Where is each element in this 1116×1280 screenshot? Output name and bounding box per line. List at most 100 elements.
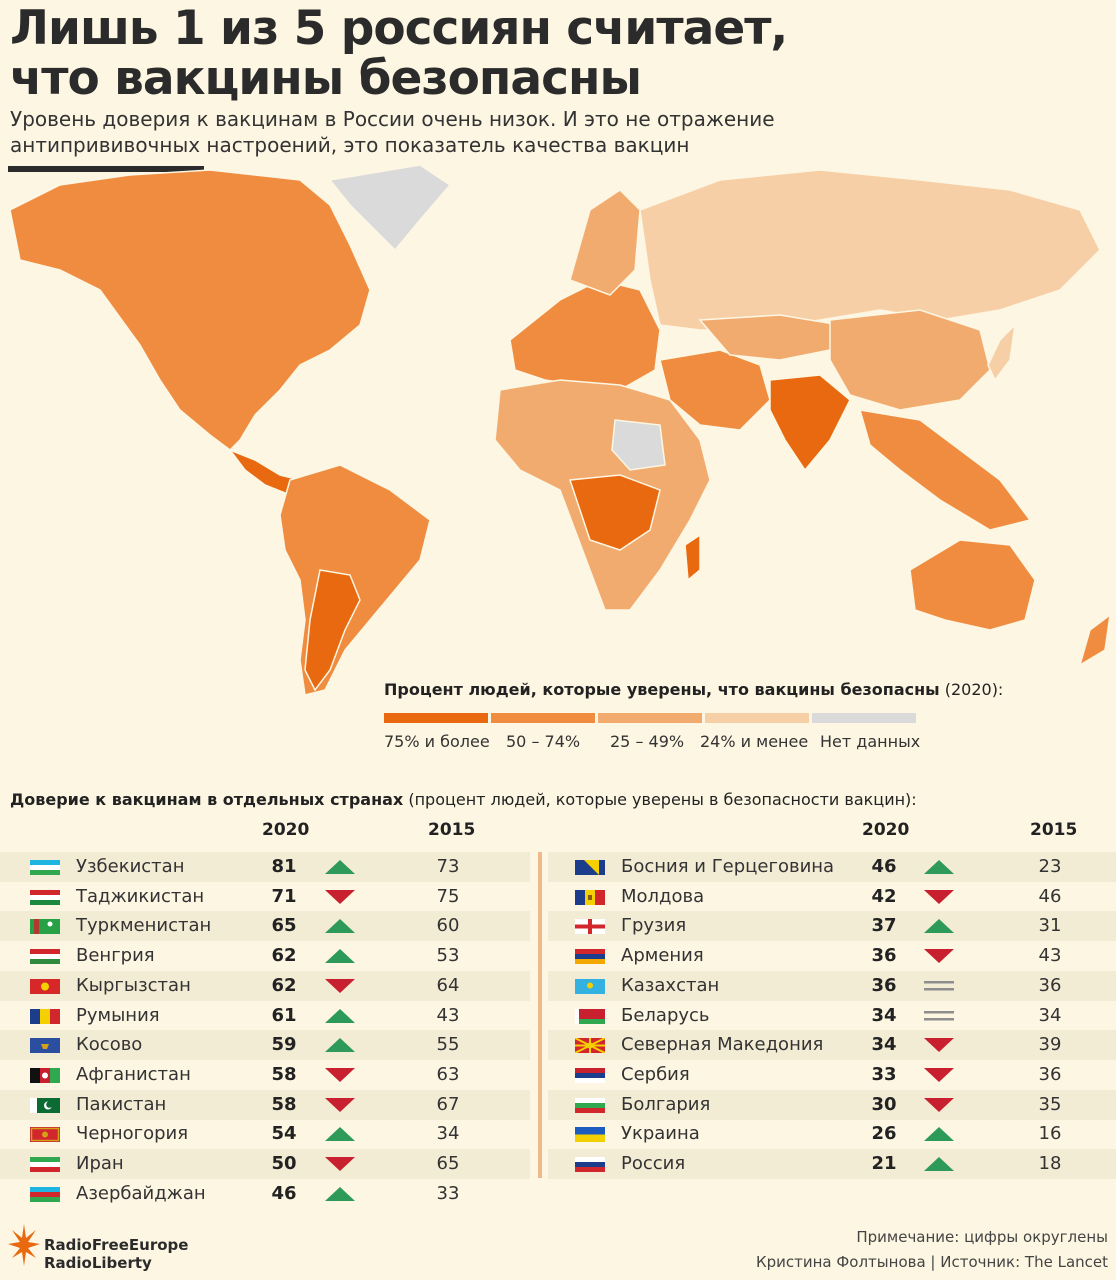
rfe-logo-icon xyxy=(8,1224,40,1266)
flag-uz-icon xyxy=(30,860,60,876)
trend-up-icon xyxy=(323,1125,357,1143)
trend-up-icon xyxy=(922,1125,956,1143)
col-header-2015-right: 2015 xyxy=(1030,820,1078,840)
legend-swatch xyxy=(598,713,702,723)
country-name: Кыргызстан xyxy=(76,974,191,996)
trend-down-icon xyxy=(922,1066,956,1084)
map-africa-central xyxy=(568,474,661,551)
table-row: Пакистан 58 67 xyxy=(0,1089,530,1120)
trend-up-icon xyxy=(323,858,357,876)
table-row: Венгрия 62 53 xyxy=(0,941,530,971)
value-2020: 58 xyxy=(271,1093,297,1115)
country-name: Туркменистан xyxy=(76,915,212,937)
table-row: Туркменистан 65 60 xyxy=(0,911,530,942)
value-2015: 34 xyxy=(436,1123,460,1145)
value-2015: 34 xyxy=(1038,1004,1062,1026)
legend-swatch xyxy=(491,713,595,723)
country-name: Пакистан xyxy=(76,1093,167,1115)
table-row: Азербайджан 46 33 xyxy=(0,1179,530,1209)
table-row: Косово 59 55 xyxy=(0,1030,530,1061)
value-2015: 31 xyxy=(1038,915,1062,937)
value-2015: 75 xyxy=(436,885,460,907)
value-2015: 43 xyxy=(436,1004,460,1026)
trend-up-icon xyxy=(323,947,357,965)
map-southeast-asia xyxy=(858,409,1032,531)
flag-ge-icon xyxy=(575,919,605,935)
flag-az-icon xyxy=(30,1186,60,1202)
col-header-2015-left: 2015 xyxy=(428,820,476,840)
value-2020: 58 xyxy=(271,1063,297,1085)
col-header-2020-right: 2020 xyxy=(862,820,910,840)
value-2020: 61 xyxy=(271,1004,297,1026)
legend-label: 25 – 49% xyxy=(610,732,685,751)
trend-down-icon xyxy=(323,1096,357,1114)
table-row: Афганистан 58 63 xyxy=(0,1060,530,1090)
legend-title: Процент людей, которые уверены, что вакц… xyxy=(384,680,1003,699)
value-2015: 43 xyxy=(1038,945,1062,967)
value-2020: 34 xyxy=(871,1034,897,1056)
value-2020: 46 xyxy=(271,1182,297,1204)
flag-pk-icon xyxy=(30,1097,60,1113)
country-name: Сербия xyxy=(621,1063,690,1085)
flag-hu-icon xyxy=(30,949,60,965)
table-title-bold: Доверие к вакцинам в отдельных странах xyxy=(10,790,404,809)
flag-kz-icon xyxy=(575,978,605,994)
value-2020: 37 xyxy=(871,915,897,937)
map-argentina xyxy=(304,569,361,692)
flag-me-icon xyxy=(30,1127,60,1143)
trend-down-icon xyxy=(323,1155,357,1173)
table-title: Доверие к вакцинам в отдельных странах (… xyxy=(10,790,917,809)
legend-label: 50 – 74% xyxy=(506,732,581,751)
country-name: Молдова xyxy=(621,885,705,907)
country-name: Косово xyxy=(76,1034,143,1056)
flag-tm-icon xyxy=(30,919,60,935)
value-2020: 36 xyxy=(871,945,897,967)
map-europe xyxy=(509,279,661,391)
value-2015: 60 xyxy=(436,915,460,937)
trend-equal-icon xyxy=(922,977,956,995)
trend-up-icon xyxy=(323,1007,357,1025)
country-name: Армения xyxy=(621,945,704,967)
value-2015: 23 xyxy=(1038,856,1062,877)
map-north-america xyxy=(9,169,371,451)
trend-down-icon xyxy=(922,1036,956,1054)
legend-bars xyxy=(384,713,916,723)
value-2015: 16 xyxy=(1038,1123,1062,1145)
trend-up-icon xyxy=(323,1185,357,1203)
flag-ro-icon xyxy=(30,1008,60,1024)
logo-line-2: RadioLiberty xyxy=(44,1254,152,1272)
legend-title-suffix: (2020): xyxy=(939,680,1004,699)
value-2015: 53 xyxy=(436,945,460,967)
value-2020: 62 xyxy=(271,974,297,996)
value-2015: 73 xyxy=(436,856,460,877)
flag-xk-icon xyxy=(30,1038,60,1054)
table-row: Сербия 33 36 xyxy=(548,1060,1116,1090)
value-2015: 67 xyxy=(436,1093,460,1115)
flag-ir-icon xyxy=(30,1157,60,1173)
legend-swatch xyxy=(705,713,809,723)
value-2015: 64 xyxy=(436,974,460,996)
trend-up-icon xyxy=(323,917,357,935)
value-2020: 30 xyxy=(871,1093,897,1115)
table-row: Румыния 61 43 xyxy=(0,1001,530,1031)
flag-md-icon xyxy=(575,889,605,905)
map-south-america xyxy=(279,464,431,696)
flag-am-icon xyxy=(575,949,605,965)
value-2015: 39 xyxy=(1038,1034,1062,1056)
flag-bg-icon xyxy=(575,1097,605,1113)
value-2020: 26 xyxy=(871,1123,897,1145)
value-2020: 59 xyxy=(271,1034,297,1056)
world-map xyxy=(9,164,1111,696)
flag-ru-icon xyxy=(575,1157,605,1173)
country-name: Украина xyxy=(621,1123,700,1145)
table-divider xyxy=(538,852,542,1178)
value-2015: 35 xyxy=(1038,1093,1062,1115)
value-2020: 81 xyxy=(271,856,297,877)
value-2020: 50 xyxy=(271,1153,297,1174)
col-header-2020-left: 2020 xyxy=(262,820,310,840)
trend-down-icon xyxy=(323,1066,357,1084)
trend-down-icon xyxy=(922,888,956,906)
flag-kg-icon xyxy=(30,978,60,994)
country-name: Иран xyxy=(76,1153,124,1174)
map-australia xyxy=(909,539,1036,631)
